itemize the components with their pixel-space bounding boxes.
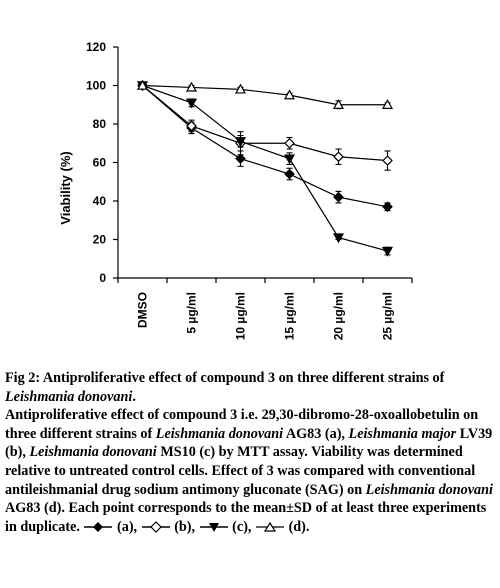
x-tick-label: 25 µg/ml (381, 292, 395, 340)
data-point (284, 137, 295, 149)
data-point (382, 155, 393, 166)
x-tick-label: DMSO (136, 292, 150, 328)
legend-d-label: (d). (285, 518, 310, 535)
legend-b-symbol (141, 520, 170, 533)
y-tick-label: 100 (86, 79, 106, 93)
data-point (234, 83, 247, 94)
legend-b-label: (b), (170, 518, 196, 535)
data-point (333, 191, 344, 203)
y-tick-label: 0 (99, 271, 106, 285)
y-tick-label: 120 (86, 40, 106, 54)
y-tick-label: 20 (93, 233, 107, 247)
series-line (142, 84, 388, 252)
y-tick-label: 40 (93, 194, 107, 208)
x-tick-label: 5 µg/ml (185, 292, 199, 334)
x-tick-label: 15 µg/ml (283, 292, 297, 340)
x-axis: DMSO 5 µg/ml 10 µg/ml 15 µg/ml 20 µg/ml 25 µg… (117, 277, 413, 340)
caption-body: Antiproliferative effect of compound 3 i… (5, 407, 493, 535)
series-2 (136, 81, 394, 257)
data-point (283, 89, 296, 100)
y-tick-label: 80 (93, 117, 107, 131)
data-point (381, 246, 394, 257)
series-line (142, 84, 388, 106)
figure-caption: Fig 2: Antiproliferative effect of compo… (5, 369, 495, 536)
data-point (333, 151, 344, 163)
data-point (234, 137, 247, 148)
data-point (235, 153, 246, 164)
legend-a-label: (a), (113, 518, 138, 535)
data-point (381, 99, 394, 109)
series-line (142, 85, 388, 162)
series-line (142, 85, 388, 208)
y-axis-title: Viability (%) (58, 151, 73, 224)
data-point (136, 79, 149, 90)
data-point (185, 98, 198, 109)
series-layer (136, 79, 394, 257)
x-tick-label: 10 µg/ml (234, 292, 248, 340)
legend-c-label: (c), (228, 518, 252, 535)
series-1 (137, 80, 393, 171)
data-point (332, 99, 345, 109)
legend-c-symbol (199, 522, 228, 532)
legend-d-symbol (256, 521, 285, 532)
data-point (185, 81, 198, 92)
data-point (283, 154, 296, 165)
data-point (382, 201, 393, 213)
series-3 (136, 79, 394, 110)
data-point (186, 120, 197, 132)
legend-a-symbol (84, 521, 113, 532)
caption-title: Fig 2: Antiproliferative effect of compo… (5, 370, 445, 405)
x-tick-label: 20 µg/ml (332, 292, 346, 340)
data-point (332, 233, 345, 244)
y-tick-label: 60 (93, 156, 107, 170)
viability-chart: 0 20 40 60 80 100 120 DMSO 5 µg/ml 10 µg/ml 15 µg… (58, 40, 413, 340)
series-0 (137, 80, 393, 213)
y-axis: 0 20 40 60 80 100 120 (86, 40, 119, 285)
data-point (284, 168, 295, 180)
